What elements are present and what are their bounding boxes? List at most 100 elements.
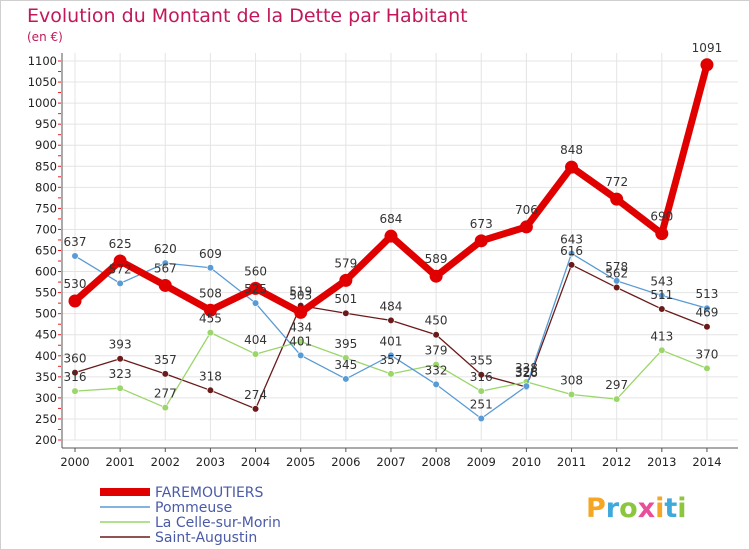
data-point — [655, 227, 669, 241]
data-point — [206, 329, 215, 337]
data-label: 345 — [334, 358, 357, 372]
data-label: 572 — [109, 262, 132, 276]
logo-letter: o — [619, 493, 638, 524]
data-point — [703, 364, 711, 373]
data-point — [206, 264, 215, 272]
y-tick-label: 950 — [35, 117, 57, 131]
data-label: 308 — [560, 374, 583, 388]
logo-letter: i — [655, 493, 664, 524]
data-point — [387, 351, 395, 359]
data-point — [161, 403, 169, 412]
data-point — [158, 278, 172, 292]
data-point — [567, 390, 576, 399]
y-tick-label: 1000 — [28, 96, 57, 110]
data-label: 519 — [289, 285, 312, 299]
data-point — [432, 331, 440, 339]
data-label: 625 — [109, 237, 132, 251]
y-tick-label: 850 — [35, 159, 57, 173]
data-label: 297 — [605, 378, 628, 392]
data-point — [477, 414, 485, 423]
data-label: 404 — [244, 333, 267, 347]
data-point — [613, 277, 621, 285]
y-tick-label: 900 — [35, 138, 57, 152]
data-label: 511 — [650, 288, 673, 302]
logo-letter: t — [664, 493, 677, 524]
data-point — [658, 305, 666, 313]
y-tick-label: 650 — [35, 244, 57, 258]
x-tick-label: 2005 — [286, 455, 315, 469]
data-point — [294, 305, 308, 319]
y-tick-label: 600 — [35, 265, 57, 279]
data-point — [432, 380, 440, 389]
data-label: 434 — [289, 320, 312, 334]
data-label: 338 — [515, 361, 538, 375]
data-label: 469 — [696, 306, 719, 320]
data-label: 357 — [154, 353, 177, 367]
data-label: 277 — [154, 387, 177, 401]
chart-title: Evolution du Montant de la Dette par Hab… — [27, 5, 468, 27]
data-point — [113, 254, 127, 268]
x-tick-label: 2011 — [557, 455, 586, 469]
chart-subtitle: (en €) — [27, 30, 63, 44]
data-label: 393 — [109, 338, 132, 352]
y-tick-label: 750 — [35, 201, 57, 215]
data-point — [387, 370, 395, 378]
data-label: 508 — [199, 286, 222, 300]
data-label: 251 — [470, 398, 493, 412]
logo-letter: r — [606, 493, 620, 524]
data-label: 360 — [64, 352, 87, 366]
data-point — [519, 220, 533, 234]
data-label: 562 — [605, 267, 628, 281]
data-label: 609 — [199, 247, 222, 261]
data-label: 772 — [605, 175, 628, 189]
grid — [62, 53, 738, 441]
y-tick-label: 700 — [35, 222, 57, 236]
data-label: 567 — [154, 261, 177, 275]
x-tick-label: 2009 — [467, 455, 496, 469]
data-label: 357 — [380, 353, 403, 367]
data-point — [71, 252, 79, 260]
x-tick-label: 2002 — [151, 455, 180, 469]
data-point — [567, 249, 576, 258]
data-point — [339, 273, 353, 287]
data-point — [522, 382, 531, 390]
data-point — [700, 58, 714, 72]
data-label: 560 — [244, 264, 267, 278]
data-point — [658, 291, 666, 300]
data-label: 616 — [560, 244, 583, 258]
data-label: 513 — [696, 287, 719, 301]
data-point — [251, 350, 260, 358]
data-point — [161, 259, 169, 267]
data-point — [613, 395, 621, 403]
logo-letter: x — [638, 493, 655, 524]
data-point — [116, 279, 124, 287]
data-label: 684 — [380, 212, 403, 226]
data-label: 326 — [515, 366, 538, 380]
data-label: 395 — [334, 337, 357, 351]
x-tick-label: 2008 — [421, 455, 450, 469]
data-point — [477, 387, 485, 395]
data-label: 323 — [109, 367, 132, 381]
y-tick-label: 250 — [35, 412, 57, 426]
data-point — [610, 192, 624, 206]
data-label: 274 — [244, 388, 267, 402]
data-label: 401 — [380, 334, 403, 348]
data-label: 620 — [154, 242, 177, 256]
data-point — [203, 303, 217, 317]
y-tick-label: 400 — [35, 349, 57, 363]
data-point — [432, 361, 440, 369]
y-tick-label: 200 — [35, 433, 57, 447]
data-label: 332 — [425, 363, 448, 377]
data-label: 316 — [64, 370, 87, 384]
logo-letter: i — [677, 493, 686, 524]
data-point — [251, 299, 260, 307]
data-label: 673 — [470, 217, 493, 231]
data-point — [161, 370, 169, 378]
data-label: 455 — [199, 312, 222, 326]
legend-label: La Celle-sur-Morin — [155, 515, 281, 531]
y-tick-label: 500 — [35, 307, 57, 321]
data-label: 503 — [289, 288, 312, 302]
logo-letter: P — [586, 493, 606, 524]
